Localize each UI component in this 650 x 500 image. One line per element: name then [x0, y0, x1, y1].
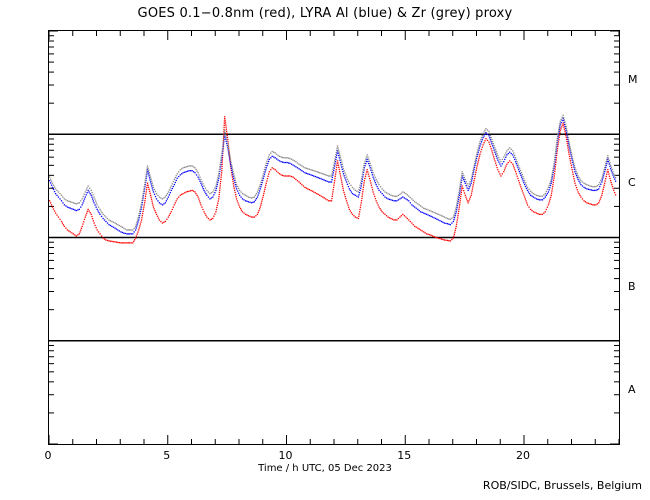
data-series-layer [49, 114, 617, 244]
x-tick-label: 15 [397, 449, 412, 462]
reference-lines [49, 133, 619, 342]
data-series [49, 116, 617, 244]
x-axis-label: Time / h UTC, 05 Dec 2023 [258, 463, 392, 474]
plot-area [48, 30, 620, 445]
flare-class-label: A [628, 382, 636, 396]
page-title: GOES 0.1−0.8nm (red), LYRA Al (blue) & Z… [137, 6, 513, 21]
x-tick-label: 20 [516, 449, 530, 462]
x-tick-label: 10 [278, 449, 293, 462]
flare-class-label: M [628, 73, 638, 87]
flare-class-label: B [628, 279, 636, 293]
flare-class-label: C [628, 176, 636, 190]
plot-canvas [49, 31, 619, 444]
x-tick-label: 5 [163, 449, 171, 462]
data-series [49, 117, 617, 235]
x-tick-label: 0 [44, 449, 52, 462]
data-series [49, 114, 617, 231]
credit-text: ROB/SIDC, Brussels, Belgium [482, 479, 642, 492]
axis-ticks [49, 31, 619, 444]
